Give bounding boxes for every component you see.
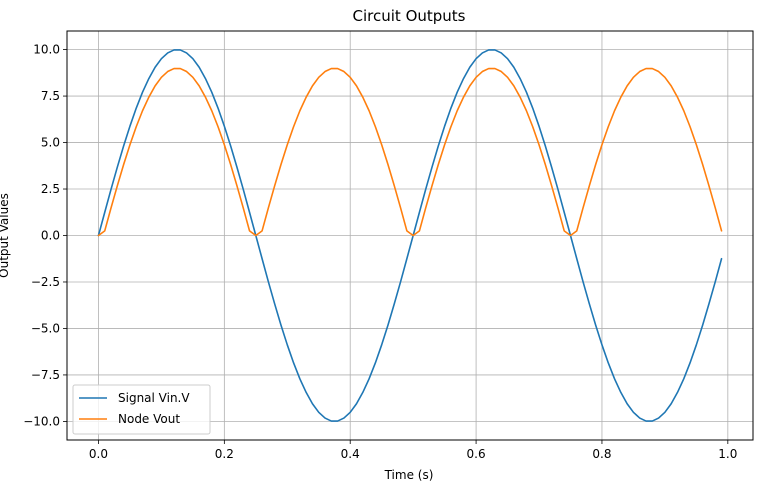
x-tick-label: 0.6 <box>467 447 486 461</box>
y-tick-label: −7.5 <box>31 368 60 382</box>
y-tick-label: −2.5 <box>31 275 60 289</box>
series-line-signal-vin <box>97 49 723 422</box>
grid <box>67 31 753 440</box>
x-tick-label: 0.0 <box>89 447 108 461</box>
legend: Signal Vin.V Node Vout <box>72 384 211 435</box>
y-axis-title: Output Values <box>0 193 11 278</box>
x-axis-title: Time (s) <box>384 468 434 482</box>
y-tick-label: −5.0 <box>31 321 60 335</box>
y-axis-ticks: −10.0 −7.5 −5.0 −2.5 0.0 2.5 5.0 7.5 10.0 <box>23 43 67 428</box>
y-tick-label: 7.5 <box>41 89 60 103</box>
x-tick-label: 1.0 <box>718 447 737 461</box>
chart-title: Circuit Outputs <box>353 7 466 25</box>
legend-label-vout: Node Vout <box>118 412 180 426</box>
series-lines <box>97 49 723 422</box>
y-tick-label: 10.0 <box>33 43 60 57</box>
y-tick-label: −10.0 <box>23 414 60 428</box>
y-tick-label: 5.0 <box>41 136 60 150</box>
y-tick-label: 0.0 <box>41 229 60 243</box>
x-axis-ticks: 0.0 0.2 0.4 0.6 0.8 1.0 <box>89 440 737 461</box>
x-tick-label: 0.8 <box>592 447 611 461</box>
legend-box <box>72 384 211 435</box>
series-line-node-vout <box>97 67 723 237</box>
x-tick-label: 0.4 <box>341 447 360 461</box>
legend-label-signal: Signal Vin.V <box>118 391 190 405</box>
x-tick-label: 0.2 <box>215 447 234 461</box>
y-tick-label: 2.5 <box>41 182 60 196</box>
